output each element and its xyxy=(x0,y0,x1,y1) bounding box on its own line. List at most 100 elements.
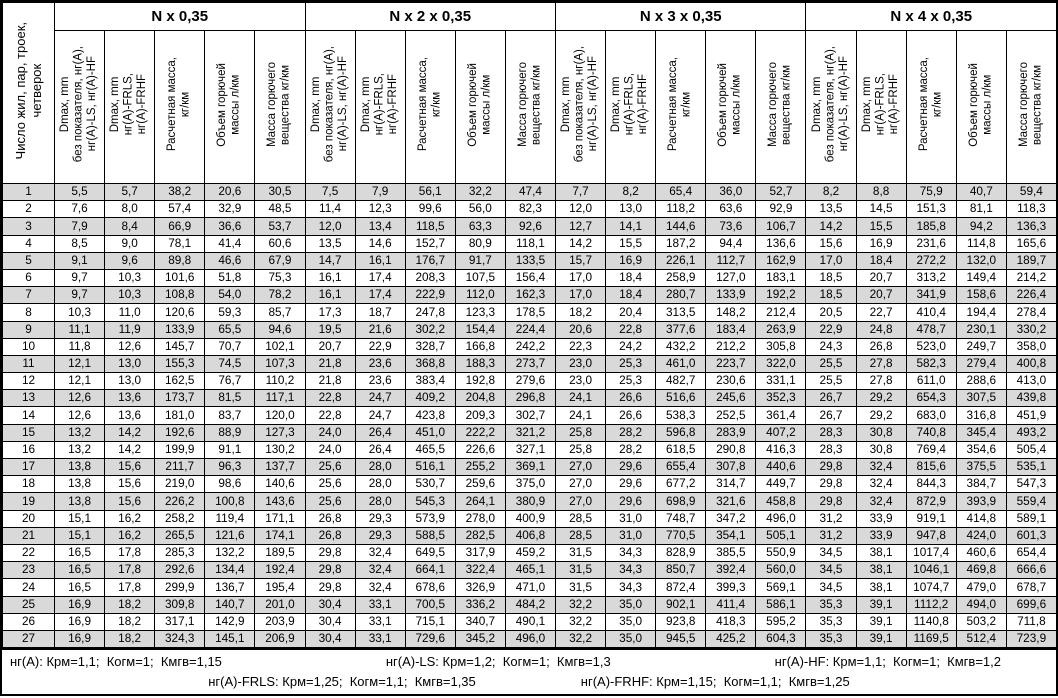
cell: 16,9 xyxy=(855,234,907,253)
subheader-cell-g1-c3: Объем горючей массы л/км xyxy=(454,30,506,184)
cell: 107,5 xyxy=(454,268,506,288)
cell: 17,0 xyxy=(554,268,607,288)
table-row: 12 12,1 13,0 162,5 76,7 110,2 21,8 23,6 383,4 192… xyxy=(2,372,1057,391)
cell: 13,6 xyxy=(104,406,156,425)
cell: 23,6 xyxy=(354,354,406,374)
cell: 1140,8 xyxy=(905,612,957,631)
cell: 380,9 xyxy=(504,492,557,511)
cell: 18,2 xyxy=(554,303,607,322)
cell: 12,7 xyxy=(554,217,607,236)
cell: 872,4 xyxy=(655,578,707,597)
cell: 162,5 xyxy=(154,372,206,391)
cell: 92,9 xyxy=(755,200,807,219)
cell: 331,1 xyxy=(755,372,807,391)
cell: 872,9 xyxy=(905,492,957,511)
subheader-label: Расчетная масса, кг/км xyxy=(667,57,693,152)
row-number: 20 xyxy=(2,509,55,528)
cell: 288,6 xyxy=(955,372,1007,391)
cell: 20,6 xyxy=(204,182,256,202)
cell: 12,3 xyxy=(354,200,406,219)
cell: 226,1 xyxy=(655,251,707,270)
cell: 586,1 xyxy=(755,595,807,614)
cell: 30,4 xyxy=(304,595,356,614)
cell: 15,6 xyxy=(104,475,156,494)
subheader-label: Объем горючей массы л/км xyxy=(216,62,242,147)
cable-parameters-table: Число жил, пар, троек, четверок N x 0,35… xyxy=(2,2,1057,649)
cell: 33,9 xyxy=(855,509,907,528)
cell: 19,5 xyxy=(304,320,356,339)
cell: 432,2 xyxy=(655,337,707,356)
cell: 35,3 xyxy=(805,629,857,649)
cell: 547,3 xyxy=(1005,475,1057,494)
cell: 482,7 xyxy=(655,372,707,391)
cell: 30,5 xyxy=(254,182,306,202)
cell: 94,6 xyxy=(254,320,306,339)
cell: 65,4 xyxy=(655,182,707,202)
coef-ng-a-hf: нг(A)-HF: Крм=1,1; Когм=1; Кмгв=1,2 xyxy=(774,654,1001,670)
cell: 313,2 xyxy=(905,268,957,288)
cell: 30,8 xyxy=(855,440,907,460)
cell: 127,0 xyxy=(705,268,757,288)
cell: 8,4 xyxy=(104,217,156,236)
cell: 15,7 xyxy=(554,251,607,270)
cell: 106,7 xyxy=(755,217,807,236)
cell: 192,2 xyxy=(755,286,807,305)
cell: 54,0 xyxy=(204,286,256,305)
row-number: 25 xyxy=(2,595,55,614)
table-row: 3 7,9 8,4 66,9 36,6 53,7 12,0 13,4 118,5 63,3 92,6… xyxy=(2,217,1057,236)
cell: 192,4 xyxy=(254,561,306,580)
cell: 118,5 xyxy=(404,217,456,236)
cell: 145,7 xyxy=(154,337,206,356)
cell: 16,2 xyxy=(104,509,156,528)
cell: 224,4 xyxy=(504,320,557,339)
cell: 33,1 xyxy=(354,629,406,649)
cell: 20,7 xyxy=(855,286,907,305)
cell: 354,1 xyxy=(705,526,757,545)
cell: 133,9 xyxy=(705,286,757,305)
cell: 20,5 xyxy=(805,303,857,322)
cell: 26,8 xyxy=(855,337,907,356)
cell: 7,7 xyxy=(554,182,607,202)
cell: 326,9 xyxy=(454,578,506,597)
cell: 32,4 xyxy=(354,561,406,580)
cell: 282,5 xyxy=(454,526,506,545)
cell: 17,8 xyxy=(104,578,156,597)
cell: 589,1 xyxy=(1005,509,1057,528)
cell: 41,4 xyxy=(204,234,256,253)
subheader-cell-g0-c3: Объем горючей массы л/км xyxy=(204,30,256,184)
cell: 1112,2 xyxy=(905,595,957,614)
cell: 10,3 xyxy=(104,268,156,288)
cell: 15,5 xyxy=(855,217,907,236)
row-number: 16 xyxy=(2,440,55,460)
cell: 231,6 xyxy=(905,234,957,253)
table-row: 4 8,5 9,0 78,1 41,4 60,6 13,5 14,6 152,7 80,9 118,… xyxy=(2,234,1057,253)
cell: 206,9 xyxy=(254,629,306,649)
cell: 9,6 xyxy=(104,251,156,270)
cell: 18,4 xyxy=(605,268,657,288)
cell: 313,5 xyxy=(655,303,707,322)
cell: 29,8 xyxy=(805,457,857,477)
table-row: 11 12,1 13,0 155,3 74,5 107,3 21,8 23,6 368,8 188… xyxy=(2,354,1057,374)
cell: 24,0 xyxy=(304,440,356,460)
cell: 183,4 xyxy=(705,320,757,339)
subheader-cell-g1-c4: Масса горючего вещества кг/км xyxy=(504,30,557,184)
cell: 13,2 xyxy=(53,423,106,442)
cell: 48,5 xyxy=(254,200,306,219)
cell: 33,1 xyxy=(354,595,406,614)
cell: 336,2 xyxy=(454,595,506,614)
cell: 377,6 xyxy=(655,320,707,339)
table-row: 15 13,2 14,2 192,6 88,9 127,3 24,0 26,4 451,0 222… xyxy=(2,423,1057,442)
cell: 14,7 xyxy=(304,251,356,270)
cell: 13,0 xyxy=(104,372,156,391)
cell: 60,6 xyxy=(254,234,306,253)
cell: 296,8 xyxy=(504,389,557,408)
coef-ng-a: нг(A): Крм=1,1; Когм=1; Кмгв=1,15 xyxy=(10,654,222,670)
cell: 136,7 xyxy=(204,578,256,597)
table-body: 1 5,5 5,7 38,2 20,6 30,5 7,5 7,9 56,1 32,2 47,4 7,7… xyxy=(2,182,1057,649)
cell: 26,6 xyxy=(605,406,657,425)
cell: 31,5 xyxy=(554,561,607,580)
cell: 844,3 xyxy=(905,475,957,494)
cell: 154,4 xyxy=(454,320,506,339)
corner-header-cell: Число жил, пар, троек, четверок xyxy=(2,2,55,184)
row-number: 22 xyxy=(2,543,55,563)
